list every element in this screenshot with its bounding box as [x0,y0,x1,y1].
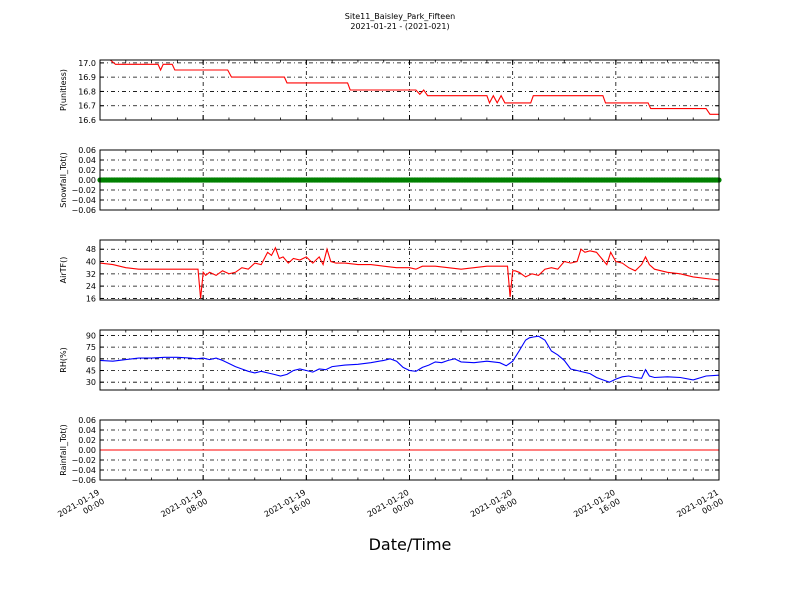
airtemp-panel: 16 24 32 40 48 AirTF() [59,239,720,303]
y-tick-label: −0.06 [71,206,96,215]
y-tick-label: −0.02 [71,456,96,465]
panel-frame [99,239,720,301]
figure-title: Site11_Baisley_Park_Fifteen [345,12,455,21]
y-tick-label: 16.6 [78,116,96,125]
y-tick-label: −0.04 [71,196,96,205]
y-tick-label: 16.9 [78,73,96,82]
y-tick-label: −0.02 [71,186,96,195]
y-tick-label: 30 [86,378,96,387]
series-line [99,335,720,383]
panel-frame [99,59,720,121]
y-tick-label: 0.06 [78,146,96,155]
series-line [100,59,719,115]
y-axis-label: P(unitless) [59,69,68,111]
x-tick-label: 2021-01-2000:00 [366,488,416,528]
y-tick-label: 17.0 [78,59,96,68]
snowfall-points [97,177,722,183]
y-tick-label: 75 [86,343,96,352]
panel-frame [99,419,720,481]
y-tick-label: −0.04 [71,466,96,475]
panel-frame [99,149,720,211]
panel-frame [99,329,720,391]
snowfall-panel: −0.06−0.04−0.020.000.020.040.06 Snowfall_… [59,146,722,215]
y-tick-label: 24 [86,282,96,291]
x-tick-label: 2021-01-1908:00 [159,488,209,528]
x-tick-label: 2021-01-1916:00 [263,488,313,528]
y-tick-label: 16.8 [78,87,96,96]
pressure-panel: 16.6 16.7 16.8 16.9 17.0 P(unitless) [59,59,720,125]
y-axis-label: RH(%) [59,347,68,372]
panels-group: 16.616.716.816.917.0P(unitless)−0.06−0.0… [59,59,722,485]
y-tick-label: 32 [86,270,96,279]
y-tick-label: 0.02 [78,436,96,445]
y-tick-label: 0.00 [78,176,96,185]
x-axis-label: Date/Time [369,535,452,554]
x-tick-label: 2021-01-2100:00 [675,488,725,528]
y-axis-label: Snowfall_Tot() [59,152,68,208]
x-tick-label: 2021-01-1900:00 [56,488,106,528]
series-line [99,246,720,299]
y-tick-label: 0.00 [78,446,96,455]
x-tick-labels: 2021-01-1900:00 2021-01-1908:00 2021-01-19… [56,488,725,528]
y-tick-label: 90 [86,331,96,340]
rainfall-panel: −0.06−0.04−0.020.000.020.040.06 Rainfall_… [59,416,720,485]
y-tick-label: 48 [86,245,96,254]
y-tick-label: −0.06 [71,476,96,485]
y-tick-label: 0.04 [78,426,96,435]
x-tick-label: 2021-01-2008:00 [469,488,519,528]
y-tick-label: 16.7 [78,102,96,111]
y-tick-label: 0.06 [78,416,96,425]
y-tick-label: 0.02 [78,166,96,175]
y-tick-label: 16 [86,294,96,303]
x-tick-label: 2021-01-2016:00 [572,488,622,528]
humidity-panel: 30 45 60 75 90 RH(%) [59,329,720,391]
figure-subtitle: 2021-01-21 - (2021-021) [350,22,449,31]
y-axis-label: AirTF() [59,257,68,284]
y-tick-label: 40 [86,258,96,267]
y-tick-label: 60 [86,355,96,364]
y-tick-label: 0.04 [78,156,96,165]
y-tick-label: 45 [86,367,96,376]
y-axis-label: Rainfall_Tot() [59,424,68,476]
